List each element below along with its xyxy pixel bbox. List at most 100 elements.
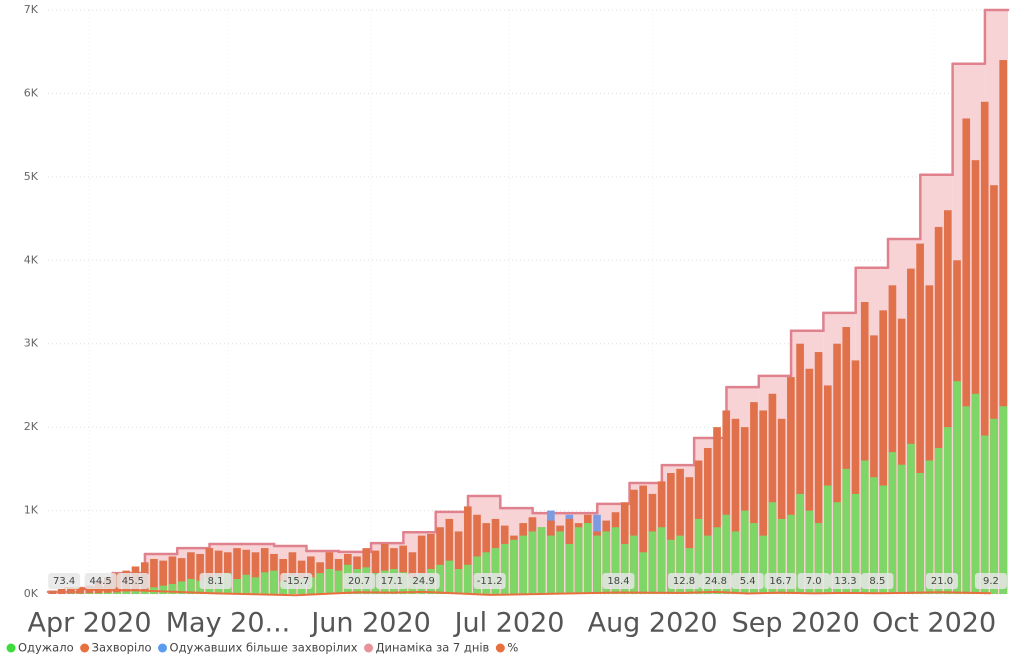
- bar: [805, 510, 814, 594]
- bar: [980, 435, 989, 594]
- bar: [657, 527, 666, 594]
- bar: [999, 60, 1007, 595]
- bar: [907, 443, 915, 594]
- bar: [187, 552, 195, 594]
- bar: [233, 548, 241, 594]
- bar: [380, 543, 389, 594]
- bar: [168, 583, 177, 594]
- bar: [796, 343, 804, 594]
- bar-series: [67, 381, 1007, 594]
- bar: [990, 418, 998, 594]
- percent-label: 18.4: [607, 576, 629, 587]
- bar: [934, 226, 943, 594]
- bar: [491, 548, 500, 594]
- bar: [870, 335, 878, 594]
- bar: [122, 591, 131, 594]
- bar: [694, 518, 703, 594]
- bar: [316, 573, 324, 594]
- bar: [842, 327, 851, 594]
- legend-swatch: [6, 643, 16, 653]
- bar: [140, 589, 149, 594]
- percent-label: 8.1: [208, 576, 224, 587]
- bar: [177, 558, 186, 594]
- bar: [722, 514, 731, 594]
- bar: [214, 550, 223, 594]
- bar: [463, 506, 472, 594]
- percent-label: 73.4: [53, 576, 75, 587]
- bar: [168, 556, 177, 594]
- bar: [177, 581, 186, 594]
- bar: [463, 564, 472, 594]
- bar: [925, 285, 934, 594]
- bar: [740, 427, 749, 594]
- x-tick-label: Aug 2020: [588, 608, 718, 639]
- y-tick-label: 0K: [24, 587, 39, 600]
- percent-label-bg: [926, 573, 958, 589]
- bar: [759, 535, 767, 594]
- bar: [233, 578, 241, 594]
- bar: [150, 558, 158, 594]
- percent-label-bg: [343, 573, 376, 589]
- bar: [934, 448, 943, 594]
- bar: [676, 535, 684, 594]
- percent-label: 5.4: [740, 576, 756, 587]
- bar: [630, 535, 638, 594]
- percent-label: 44.5: [89, 576, 111, 587]
- bar: [242, 549, 251, 594]
- bar: [85, 593, 94, 594]
- percent-label-bg: [407, 573, 440, 589]
- bar: [537, 527, 546, 594]
- legend-swatch: [495, 643, 505, 653]
- bar: [740, 510, 749, 594]
- percent-label-bg: [48, 573, 81, 589]
- percent-label: 45.5: [122, 576, 144, 587]
- bar: [897, 318, 906, 594]
- bar: [113, 592, 121, 594]
- y-tick-label: 4K: [24, 253, 39, 266]
- bar: [593, 535, 601, 594]
- bar: [907, 268, 915, 594]
- percent-label: 20.7: [348, 576, 370, 587]
- x-tick-label: May 20...: [166, 608, 291, 639]
- bar: [639, 485, 647, 594]
- percent-label: 17.1: [381, 576, 403, 587]
- percent-label: 12.8: [673, 576, 695, 587]
- bar: [565, 543, 574, 594]
- bar: [703, 448, 712, 594]
- bar: [980, 101, 989, 595]
- legend-label: Динаміка за 7 днів: [376, 641, 490, 655]
- bar: [777, 418, 786, 594]
- bar: [205, 548, 214, 594]
- bar: [860, 302, 869, 594]
- bar: [731, 531, 740, 594]
- percent-label: 21.0: [931, 576, 953, 587]
- bar: [639, 552, 647, 594]
- percent-label-bg: [699, 573, 732, 589]
- bar: [713, 527, 721, 594]
- percent-label: -11.2: [477, 576, 503, 587]
- percent-label: 13.3: [834, 576, 856, 587]
- bar: [270, 570, 278, 594]
- bar: [962, 118, 971, 594]
- bar: [251, 577, 260, 594]
- bar: [787, 514, 795, 594]
- y-tick-label: 6K: [24, 86, 39, 99]
- bar: [500, 543, 509, 594]
- bar: [943, 427, 952, 594]
- bar: [731, 418, 740, 594]
- bar: [870, 477, 878, 594]
- bar: [196, 553, 204, 594]
- bar: [814, 352, 823, 594]
- legend-label: %: [507, 641, 518, 655]
- legend-label: Одужало: [18, 641, 74, 655]
- bar: [851, 493, 860, 594]
- bar: [879, 310, 887, 594]
- bar: [445, 560, 454, 594]
- bar: [602, 531, 611, 594]
- percent-label-bg: [764, 573, 797, 589]
- bar: [685, 477, 694, 594]
- x-tick-label: Sep 2020: [732, 608, 860, 639]
- bar: [242, 574, 251, 594]
- bar: [879, 485, 887, 594]
